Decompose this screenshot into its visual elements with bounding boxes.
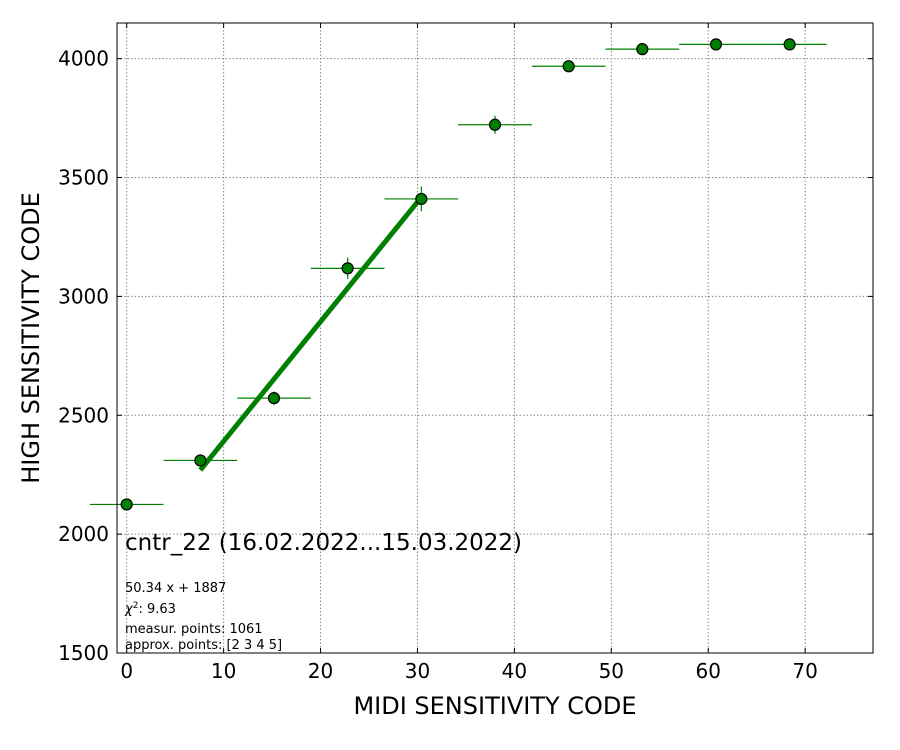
x-tick-label: 20	[308, 659, 333, 683]
error-bars	[89, 43, 827, 506]
y-tick-label: 2500	[58, 403, 109, 427]
data-point	[194, 454, 207, 467]
y-tick-label: 4000	[58, 47, 109, 71]
x-tick-label: 0	[120, 659, 133, 683]
data-point	[120, 498, 133, 511]
measured-points-label: measur. points: 1061	[125, 622, 263, 637]
data-point	[709, 38, 723, 51]
x-tick-label: 30	[405, 659, 430, 683]
chi-symbol: χ	[124, 602, 134, 617]
y-tick-label: 1500	[58, 641, 109, 665]
x-axis-label: MIDI SENSITIVITY CODE	[353, 692, 636, 720]
x-tick-label: 40	[502, 659, 527, 683]
x-tick-label: 60	[696, 659, 721, 683]
y-axis-label: HIGH SENSITIVITY CODE	[17, 192, 45, 484]
data-point	[636, 43, 649, 56]
fit-line	[198, 195, 424, 472]
x-tick-label: 10	[211, 659, 236, 683]
x-tick-label: 70	[792, 659, 817, 683]
tick-labels: 0 10 20 30 40 50 60 70 1500 2000 2500 3000 3500 4000	[58, 47, 818, 683]
chart-title: cntr_22 (16.02.2022...15.03.2022)	[125, 530, 522, 556]
x-tick-label: 50	[599, 659, 624, 683]
data-point	[562, 60, 575, 73]
fit-line-group	[198, 195, 424, 472]
data-point	[341, 262, 354, 275]
fit-equation-label: 50.34 x + 1887	[125, 581, 226, 596]
chi-square-value: : 9.63	[138, 602, 175, 617]
data-point	[488, 118, 502, 131]
data-points	[120, 38, 796, 511]
data-point	[783, 38, 796, 51]
approx-points-label: approx. points: [2 3 4 5]	[125, 638, 282, 653]
data-point	[415, 192, 428, 206]
y-tick-label: 3500	[58, 166, 109, 190]
data-point	[267, 392, 281, 405]
y-tick-label: 3000	[58, 284, 109, 308]
chi-superscript: 2	[133, 601, 139, 611]
plot-area-frame	[116, 22, 874, 654]
chi-square-label: χ2: 9.63	[124, 601, 176, 617]
y-tick-label: 2000	[58, 522, 109, 546]
